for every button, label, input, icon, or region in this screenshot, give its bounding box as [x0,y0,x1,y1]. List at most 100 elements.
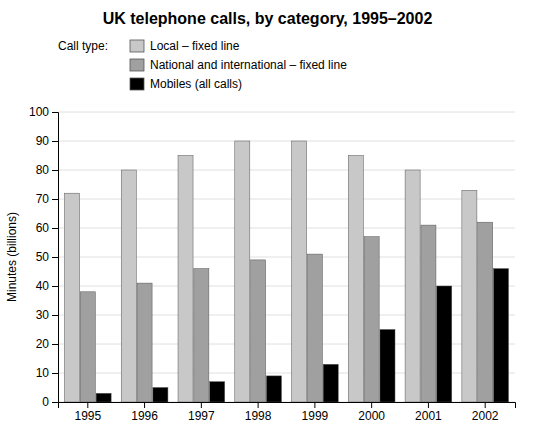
y-tick-mark [52,344,58,345]
y-tick-label: 90 [36,134,50,148]
bar [153,388,168,403]
y-tick-mark [52,228,58,229]
grid-line [58,141,515,142]
y-tick: 0 [42,395,58,409]
bar [137,283,152,402]
legend: Call type: Local – fixed line National and… [58,39,347,91]
x-tick-mark [314,402,315,408]
bar [494,269,509,402]
y-tick-label: 20 [36,337,50,351]
legend-title: Call type: [58,39,108,53]
y-tick-mark [52,373,58,374]
x-tick-mark [144,402,145,408]
x-tick-label: 1997 [188,409,215,423]
y-tick-label: 50 [36,250,50,264]
x-tick-label: 1995 [74,409,101,423]
y-tick-mark [52,112,58,113]
x-tick-mark [428,402,429,408]
bar [80,292,95,402]
y-tick-mark [52,402,58,403]
x-tick: 2001 [415,402,442,423]
bar [405,170,420,402]
y-tick: 100 [29,105,58,119]
y-tick-label: 30 [36,308,50,322]
legend-label: Mobiles (all calls) [150,77,242,91]
y-tick: 90 [36,134,58,148]
y-tick-mark [52,286,58,287]
bar [323,364,338,402]
bar [421,225,436,402]
x-tick-mark [87,402,88,408]
bar [235,141,250,402]
y-tick-mark [52,170,58,171]
x-tick-label: 2002 [472,409,499,423]
y-tick-mark [52,257,58,258]
bar [478,222,493,402]
y-tick-mark [52,141,58,142]
y-tick: 10 [36,366,58,380]
x-tick-label: 1999 [302,409,329,423]
series [64,141,476,402]
y-tick: 60 [36,221,58,235]
y-tick-mark [52,315,58,316]
y-axis-title: Minutes (billions) [5,212,19,302]
bar [210,382,225,402]
y-tick: 20 [36,337,58,351]
series [80,222,492,402]
bar [364,237,379,402]
x-tick: 2000 [358,402,385,423]
x-tick-mark [371,402,372,408]
y-tick-label: 0 [42,395,49,409]
legend-label: National and international – fixed line [150,58,347,72]
x-tick: 1998 [245,402,272,423]
bar [121,170,136,402]
plot: 1995 1996 1997 1998 1999 2000 2001 2002 0 10 20 30 4… [29,105,516,422]
x-tick: 2002 [472,402,499,423]
legend-item: Local – fixed line [130,39,240,53]
x-tick-label: 2000 [358,409,385,423]
x-tick-label: 1996 [131,409,158,423]
legend-item: National and international – fixed line [130,58,347,72]
y-tick-label: 10 [36,366,50,380]
grid-line [58,112,515,113]
legend-swatch [130,40,144,52]
x-tick: 1996 [131,402,158,423]
y-axis: 0 10 20 30 40 50 60 70 80 90 100 [29,105,59,409]
y-tick: 30 [36,308,58,322]
y-tick-mark [52,199,58,200]
x-tick: 1997 [188,402,215,423]
legend-swatch [130,59,144,71]
x-tick-label: 2001 [415,409,442,423]
grid [58,112,515,402]
y-tick-label: 70 [36,192,50,206]
bar [251,260,266,402]
bar [292,141,307,402]
title: UK telephone calls, by category, 1995–20… [103,10,433,27]
y-tick: 70 [36,192,58,206]
y-tick-label: 60 [36,221,50,235]
legend-swatch [130,78,144,90]
x-tick-mark [258,402,259,408]
chart: UK telephone calls, by category, 1995–20… [0,0,535,438]
bars [64,141,508,402]
y-tick-label: 80 [36,163,50,177]
x-tick-label: 1998 [245,409,272,423]
legend-item: Mobiles (all calls) [130,77,242,91]
y-axis-line [52,113,59,403]
bar [348,156,363,403]
x-tick: 1999 [302,402,329,423]
x-axis: 1995 1996 1997 1998 1999 2000 2001 2002 [59,402,516,423]
y-tick: 50 [36,250,58,264]
bar [462,190,477,402]
x-tick-mark [201,402,202,408]
legend-label: Local – fixed line [150,39,240,53]
y-tick-label: 100 [29,105,49,119]
x-tick: 1995 [74,402,101,423]
series [96,269,508,402]
bar [307,254,322,402]
x-tick-mark [485,402,486,408]
bar [194,269,209,402]
y-tick-label: 40 [36,279,50,293]
x-axis-line [59,403,516,409]
bar [437,286,452,402]
